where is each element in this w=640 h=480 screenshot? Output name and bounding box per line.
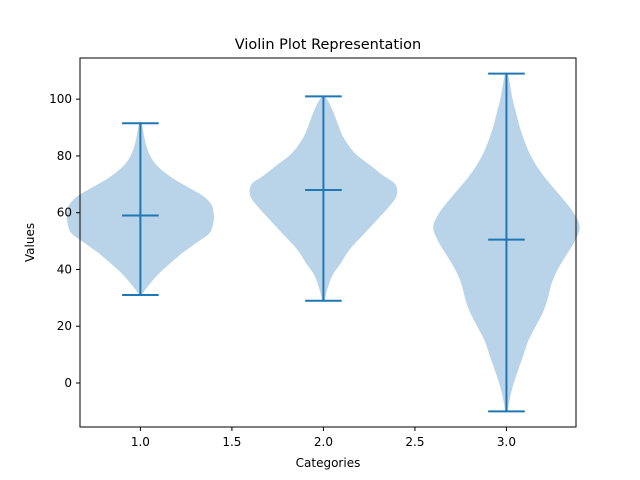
y-tick-label: 60	[57, 206, 72, 220]
x-tick-label: 2.0	[314, 435, 333, 449]
x-tick-label: 2.5	[405, 435, 424, 449]
x-tick-label: 1.0	[131, 435, 150, 449]
x-tick-label: 3.0	[497, 435, 516, 449]
y-tick-label: 100	[49, 92, 72, 106]
ticks-layer: 1.0 1.5 2.0 2.5 3.0 0 20 40 60 80 100	[49, 92, 516, 449]
y-tick-label: 20	[57, 319, 72, 333]
chart-title: Violin Plot Representation	[235, 37, 421, 53]
plot-frame	[79, 57, 577, 428]
y-tick-label: 40	[57, 262, 72, 276]
violins-layer	[66, 72, 580, 413]
y-tick-label: 0	[64, 376, 72, 390]
x-axis-label: Categories	[296, 456, 361, 470]
y-tick-label: 80	[57, 149, 72, 163]
x-tick-label: 1.5	[222, 435, 241, 449]
y-axis-label: Values	[23, 223, 37, 262]
